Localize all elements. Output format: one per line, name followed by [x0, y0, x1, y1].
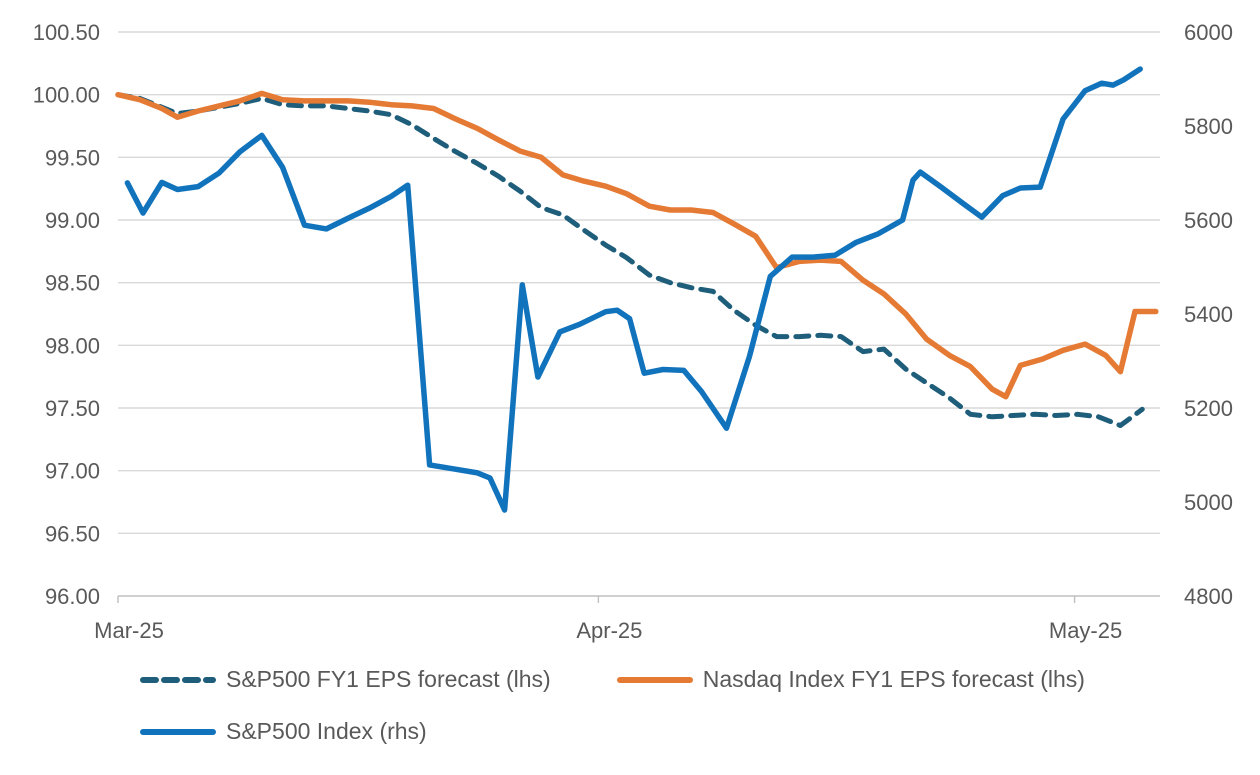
right-axis-tick-label: 5200 — [1184, 396, 1233, 421]
legend-item-sp500-eps-forecast: S&P500 FY1 EPS forecast (lhs) — [140, 666, 551, 693]
left-axis-tick-label: 99.50 — [45, 145, 100, 170]
right-axis-tick-label: 5000 — [1184, 490, 1233, 515]
left-axis-tick-label: 96.00 — [45, 584, 100, 609]
right-axis-tick-label: 5800 — [1184, 114, 1233, 139]
legend-item-sp500-index: S&P500 Index (rhs) — [140, 718, 427, 745]
legend-row-1: S&P500 FY1 EPS forecast (lhs) Nasdaq Ind… — [140, 666, 1085, 693]
x-axis-tick-label: Apr-25 — [576, 618, 642, 643]
right-axis-tick-label: 6000 — [1184, 20, 1233, 45]
left-axis-tick-label: 100.00 — [33, 83, 100, 108]
left-axis-tick-label: 98.00 — [45, 333, 100, 358]
left-axis-tick-label: 100.50 — [33, 20, 100, 45]
legend-label-nasdaq-eps-forecast: Nasdaq Index FY1 EPS forecast (lhs) — [702, 666, 1085, 692]
series-line-2 — [124, 66, 1143, 513]
legend-label-sp500-index: S&P500 Index (rhs) — [226, 718, 427, 744]
series-line-1 — [115, 90, 1159, 400]
left-axis-tick-label: 98.50 — [45, 271, 100, 296]
solid-orange-line-swatch-icon — [616, 676, 693, 683]
x-axis-tick-label: May-25 — [1049, 618, 1122, 643]
line-chart-plot: 100.50 100.00 99.50 99.00 98.50 98.00 97.50 97.… — [33, 20, 1233, 643]
dashed-line-swatch-icon — [140, 676, 216, 683]
right-axis-tick-label: 4800 — [1184, 584, 1233, 609]
x-axis-tick-label: Mar-25 — [94, 618, 164, 643]
legend: S&P500 FY1 EPS forecast (lhs) Nasdaq Ind… — [140, 666, 1085, 770]
legend-row-2: S&P500 Index (rhs) — [140, 718, 1085, 745]
left-axis-tick-label: 97.50 — [45, 396, 100, 421]
legend-label-sp500-eps-forecast: S&P500 FY1 EPS forecast (lhs) — [226, 666, 551, 692]
series-line-0 — [115, 92, 1145, 428]
left-axis-tick-label: 97.00 — [45, 459, 100, 484]
left-axis-tick-label: 96.50 — [45, 521, 100, 546]
right-axis-tick-label: 5400 — [1184, 302, 1233, 327]
right-axis-tick-label: 5600 — [1184, 208, 1233, 233]
left-axis-tick-label: 99.00 — [45, 208, 100, 233]
legend-item-nasdaq-eps-forecast: Nasdaq Index FY1 EPS forecast (lhs) — [616, 666, 1085, 693]
solid-blue-line-swatch-icon — [140, 728, 216, 735]
